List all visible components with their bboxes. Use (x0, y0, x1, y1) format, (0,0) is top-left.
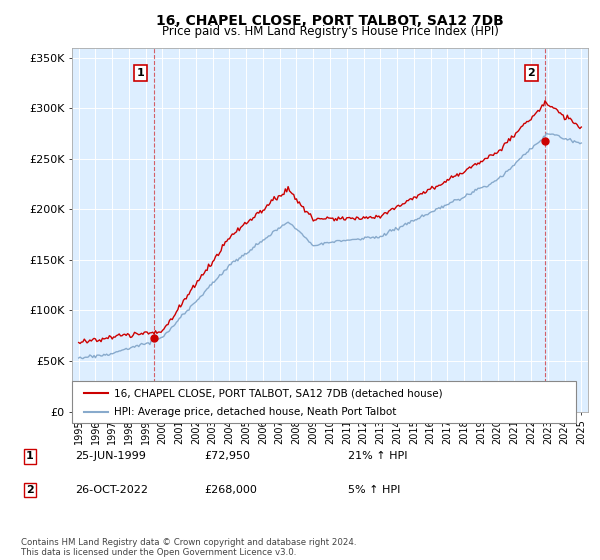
Text: 26-OCT-2022: 26-OCT-2022 (75, 485, 148, 495)
Text: 2: 2 (26, 485, 34, 495)
Text: 16, CHAPEL CLOSE, PORT TALBOT, SA12 7DB: 16, CHAPEL CLOSE, PORT TALBOT, SA12 7DB (156, 14, 504, 28)
Text: 2: 2 (527, 68, 535, 78)
Text: 25-JUN-1999: 25-JUN-1999 (75, 451, 146, 461)
Text: £72,950: £72,950 (204, 451, 250, 461)
Text: HPI: Average price, detached house, Neath Port Talbot: HPI: Average price, detached house, Neat… (114, 407, 397, 417)
Text: 5% ↑ HPI: 5% ↑ HPI (348, 485, 400, 495)
Text: £268,000: £268,000 (204, 485, 257, 495)
Text: 16, CHAPEL CLOSE, PORT TALBOT, SA12 7DB (detached house): 16, CHAPEL CLOSE, PORT TALBOT, SA12 7DB … (114, 389, 443, 398)
Text: Contains HM Land Registry data © Crown copyright and database right 2024.
This d: Contains HM Land Registry data © Crown c… (21, 538, 356, 557)
Text: Price paid vs. HM Land Registry's House Price Index (HPI): Price paid vs. HM Land Registry's House … (161, 25, 499, 38)
Text: 1: 1 (136, 68, 144, 78)
Text: 21% ↑ HPI: 21% ↑ HPI (348, 451, 407, 461)
Text: 1: 1 (26, 451, 34, 461)
